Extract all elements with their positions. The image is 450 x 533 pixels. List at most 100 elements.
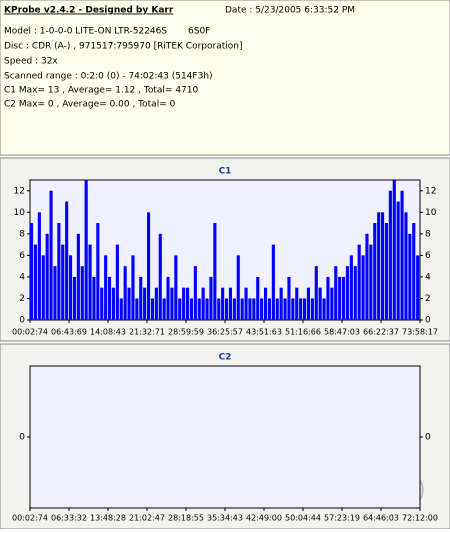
- bar: [330, 287, 334, 320]
- bar: [205, 298, 209, 320]
- x-tick-label: 64:46:03: [363, 514, 399, 523]
- bar: [232, 298, 236, 320]
- bar: [404, 212, 408, 320]
- bar: [88, 244, 92, 320]
- x-tick-label: 00:02:74: [12, 328, 48, 337]
- bar: [252, 298, 256, 320]
- bar: [264, 287, 268, 320]
- bar: [373, 223, 377, 320]
- bar: [248, 298, 252, 320]
- bar: [186, 287, 190, 320]
- y-tick-label-right: 0: [425, 316, 431, 326]
- y-tick-label-right: 2: [425, 294, 431, 304]
- bar: [361, 255, 365, 320]
- bar: [33, 244, 38, 320]
- bar: [170, 287, 174, 320]
- bar: [322, 298, 326, 320]
- bar: [287, 276, 291, 320]
- y-tick-label: 12: [14, 186, 25, 196]
- bar: [416, 255, 420, 320]
- bar: [53, 266, 57, 320]
- x-tick-label: 14:08:43: [90, 328, 126, 337]
- bar: [240, 298, 244, 320]
- bar: [127, 287, 131, 320]
- bar: [369, 244, 373, 320]
- bar: [353, 266, 357, 320]
- bar: [377, 212, 381, 320]
- x-tick-label: 21:02:47: [129, 514, 165, 523]
- info-panel: [0, 0, 450, 156]
- bar: [45, 233, 49, 320]
- y-tick-label-right: 6: [425, 251, 431, 261]
- y-tick-label: 0: [19, 316, 25, 326]
- bar: [96, 223, 100, 320]
- range: Scanned range : 0:2:0 (0) - 74:02:43 (51…: [4, 72, 213, 82]
- bar: [123, 266, 127, 320]
- bar: [166, 276, 170, 320]
- y-tick-label-right: 4: [425, 272, 431, 282]
- bar: [182, 287, 186, 320]
- chart-title: C2: [219, 353, 232, 363]
- bar: [201, 287, 205, 320]
- bar: [139, 276, 143, 320]
- bar: [396, 201, 400, 320]
- y-tick-label: 10: [14, 208, 26, 218]
- bar: [279, 287, 283, 320]
- x-tick-label: 28:59:59: [168, 328, 204, 337]
- bar: [244, 287, 248, 320]
- bar: [72, 276, 77, 320]
- x-tick-label: 51:16:66: [285, 328, 321, 337]
- bar: [217, 298, 221, 320]
- bar: [283, 298, 287, 320]
- bar: [213, 223, 217, 320]
- bar: [349, 255, 353, 320]
- y-tick-label: 0: [19, 433, 25, 443]
- bar: [408, 233, 412, 320]
- bar: [271, 244, 275, 320]
- bar: [69, 255, 73, 320]
- bar: [260, 298, 264, 320]
- bar: [310, 298, 314, 320]
- bar: [365, 233, 369, 320]
- bar: [143, 287, 147, 320]
- y-tick-label: 6: [19, 251, 25, 261]
- bar: [267, 298, 272, 320]
- model: Model : 1-0-0-0 LITE-ON LTR-52246S: [4, 27, 167, 37]
- x-tick-label: 06:43:69: [51, 328, 87, 337]
- y-tick-label: 8: [19, 229, 25, 239]
- bar: [80, 266, 84, 320]
- y-tick-label-right: 10: [425, 208, 437, 218]
- bar: [236, 255, 240, 320]
- bar: [189, 298, 194, 320]
- y-tick-label-right: 12: [425, 186, 436, 196]
- c2-summary: C2 Max= 0 , Average= 0.00 , Total= 0: [4, 100, 176, 110]
- bar: [256, 276, 260, 320]
- bar: [314, 266, 318, 320]
- bar: [334, 266, 338, 320]
- bar: [92, 276, 96, 320]
- bar: [131, 255, 135, 320]
- bar: [299, 298, 303, 320]
- bar: [104, 255, 108, 320]
- bar: [303, 298, 307, 320]
- bar: [228, 287, 233, 320]
- bar: [178, 298, 182, 320]
- bar: [306, 287, 311, 320]
- bar: [119, 298, 123, 320]
- bar: [221, 287, 225, 320]
- bar: [49, 190, 53, 320]
- x-tick-label: 00:02:74: [12, 514, 48, 523]
- x-tick-label: 50:04:44: [285, 514, 321, 523]
- bar: [412, 223, 416, 320]
- app-title: KProbe v2.4.2 - Designed by Karr: [4, 6, 174, 16]
- bar: [384, 223, 389, 320]
- bar: [338, 276, 342, 320]
- bar: [381, 212, 385, 320]
- y-tick-label-right: 8: [425, 229, 431, 239]
- x-tick-label: 06:33:32: [51, 514, 87, 523]
- speed: Speed : 32x: [4, 57, 58, 67]
- bar: [65, 201, 69, 320]
- bar: [84, 180, 88, 320]
- x-tick-label: 66:22:37: [363, 328, 399, 337]
